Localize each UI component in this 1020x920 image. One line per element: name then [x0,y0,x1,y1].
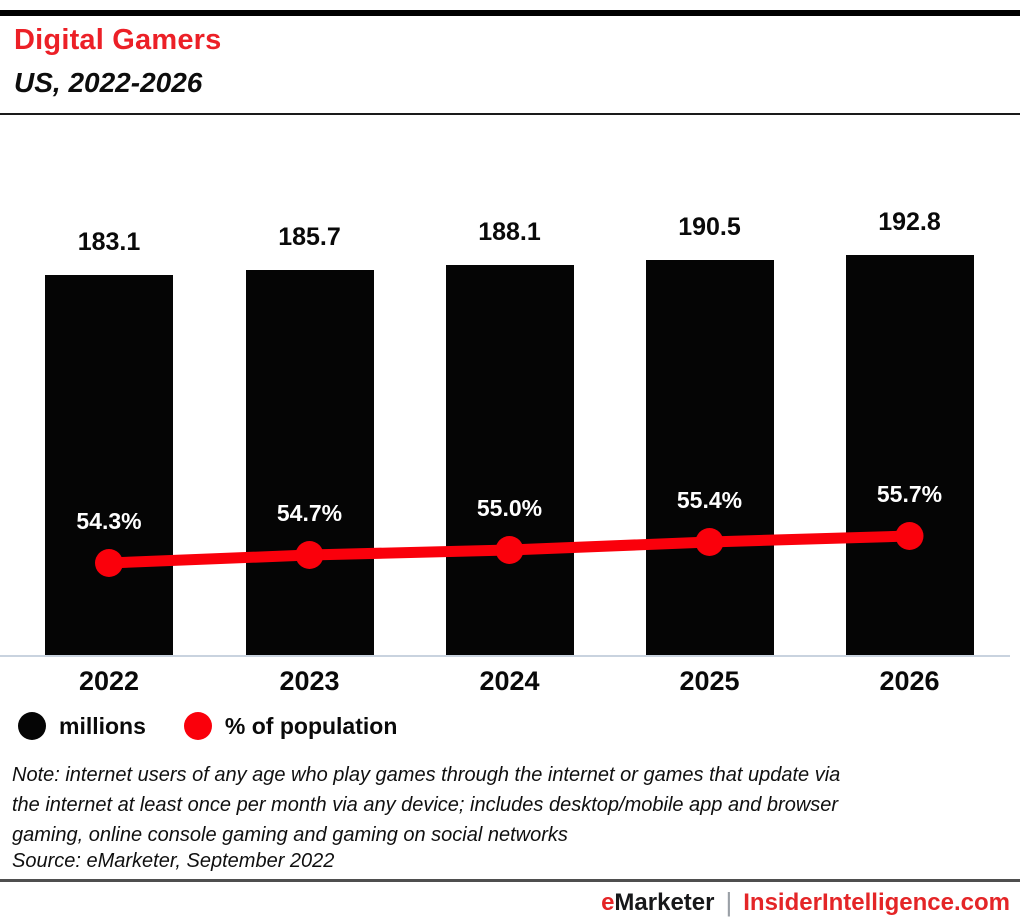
chart-source: Source: eMarketer, September 2022 [12,850,335,872]
percent-value-label: 55.7% [876,481,943,507]
chart-title: Digital Gamers [14,24,222,56]
bar [245,270,374,655]
x-axis-label: 2023 [279,666,340,696]
note-line: the internet at least once per month via… [12,794,839,816]
chart-subtitle: US, 2022-2026 [14,67,203,98]
bar-value-label: 190.5 [678,213,741,241]
bar [645,260,774,655]
bar-value-label: 188.1 [478,218,541,246]
legend-millions-swatch [18,712,46,740]
bar [45,275,173,655]
bar [845,255,974,655]
x-axis-label: 2026 [879,666,940,696]
legend-percent-label: % of population [224,712,398,739]
footer-branding: eMarketer | InsiderIntelligence.com [601,887,1010,918]
legend: millions % of population [18,712,397,740]
x-axis-label: 2024 [479,666,540,696]
x-axis-line [0,655,1010,657]
footer-divider [0,879,1020,882]
note-line: Note: internet users of any age who play… [12,764,841,786]
emarketer-logo: eMarketer [601,889,714,917]
percent-value-label: 55.0% [476,495,543,521]
percent-value-label: 54.3% [76,508,142,534]
legend-millions-label: millions [59,712,146,739]
emarketer-logo-e: e [601,888,615,916]
bar-value-label: 185.7 [278,223,341,251]
percent-value-label: 55.4% [676,487,743,513]
header-divider [0,113,1020,115]
note-line: gaming, online console gaming and gaming… [12,824,568,846]
percent-value-label: 54.7% [276,500,343,526]
bar-value-label: 183.1 [77,228,141,256]
legend-percent-swatch [183,712,212,740]
emarketer-logo-rest: Marketer [614,888,715,916]
footer-separator: | [725,887,733,917]
x-axis-label: 2022 [78,666,140,696]
x-axis-label: 2025 [679,666,740,696]
insider-intelligence-link[interactable]: InsiderIntelligence.com [743,888,1010,916]
bar [445,265,574,655]
bar-value-label: 192.8 [878,208,941,236]
chart-note: Note: internet users of any age who play… [12,760,840,850]
top-accent-bar [0,10,1020,16]
